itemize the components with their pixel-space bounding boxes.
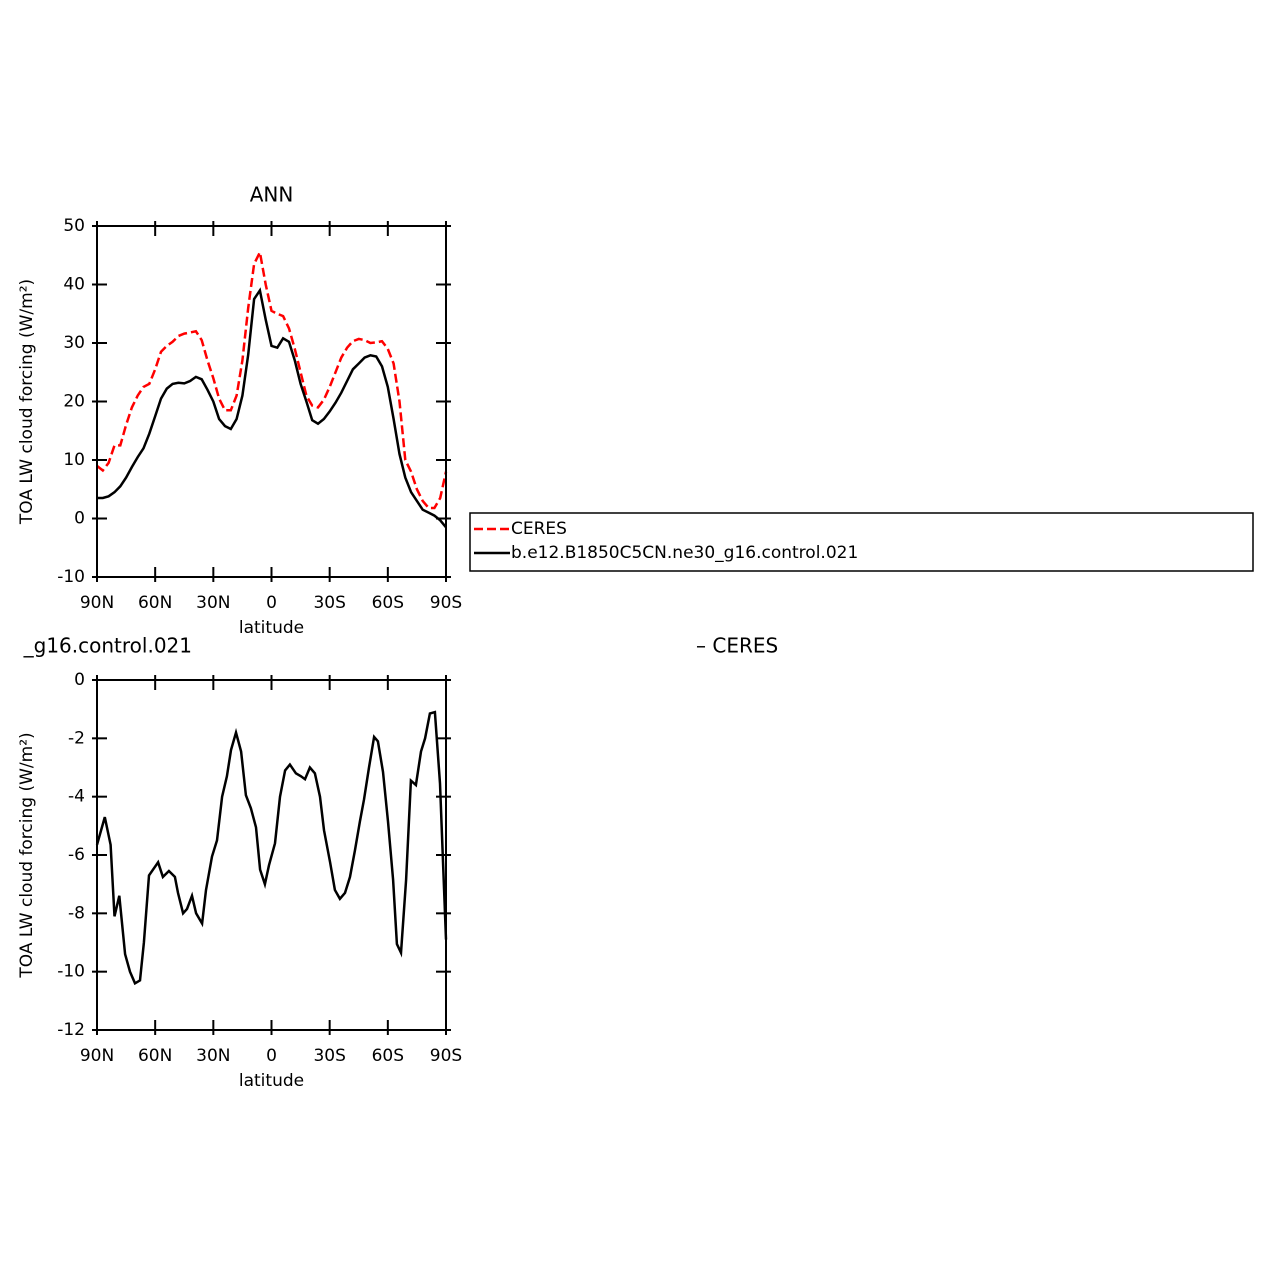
x-tick-label: 60N: [138, 1046, 172, 1066]
y-tick-label: 10: [63, 450, 85, 470]
y-tick-label: 0: [74, 670, 85, 690]
x-tick-label: 30S: [313, 593, 345, 613]
y-tick-label: -8: [68, 903, 85, 923]
data-line: [97, 287, 447, 529]
x-tick-label: 30S: [313, 1046, 345, 1066]
x-tick-label: 90N: [80, 593, 114, 613]
data-line: [96, 248, 448, 510]
y-tick-label: -4: [68, 787, 85, 807]
legend-box: [469, 512, 1254, 572]
y-tick-label: -10: [57, 567, 85, 587]
x-tick-label: 90N: [80, 1046, 114, 1066]
legend-label: b.e12.B1850C5CN.ne30_g16.control.021: [511, 543, 858, 563]
y-tick-label: -2: [68, 728, 85, 748]
y-tick-label: -12: [57, 1020, 85, 1040]
x-axis-label: latitude: [239, 1071, 304, 1091]
y-tick-label: 50: [63, 216, 85, 236]
plot-frame: [96, 679, 447, 1031]
y-axis-label: TOA LW cloud forcing (W/m²): [17, 279, 37, 525]
x-tick-label: 0: [266, 593, 277, 613]
y-tick-label: 20: [63, 392, 85, 412]
y-axis-label: TOA LW cloud forcing (W/m²): [17, 732, 37, 978]
x-tick-label: 60S: [372, 593, 404, 613]
chart-title-left: _g16.control.021: [23, 634, 192, 658]
x-tick-label: 90S: [430, 593, 462, 613]
x-tick-label: 60S: [372, 1046, 404, 1066]
y-tick-label: 40: [63, 275, 85, 295]
chart-title-right: – CERES: [696, 634, 778, 658]
x-tick-label: 90S: [430, 1046, 462, 1066]
x-tick-label: 30N: [196, 593, 230, 613]
legend-label: CERES: [511, 519, 567, 539]
y-tick-label: -6: [68, 845, 85, 865]
plot-frame: [96, 225, 447, 578]
data-line: [95, 710, 448, 986]
x-axis-label: latitude: [239, 618, 304, 638]
x-tick-label: 30N: [196, 1046, 230, 1066]
chart-title: ANN: [250, 183, 294, 207]
y-tick-label: -10: [57, 962, 85, 982]
y-tick-label: 30: [63, 333, 85, 353]
x-tick-label: 0: [266, 1046, 277, 1066]
y-tick-label: 0: [74, 509, 85, 529]
x-tick-label: 60N: [138, 593, 172, 613]
